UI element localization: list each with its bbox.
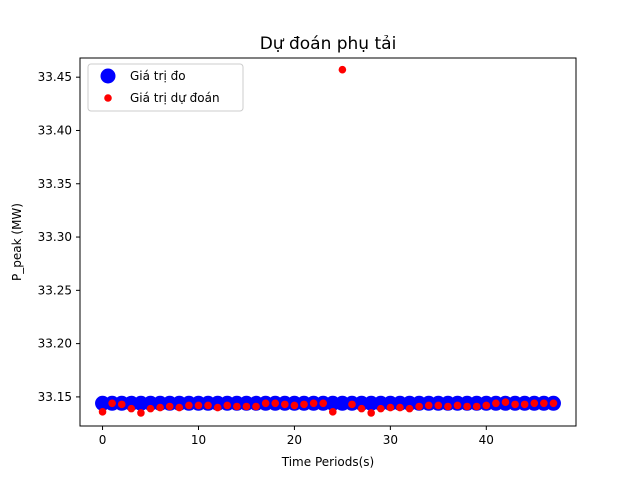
- legend-box: [87, 63, 244, 112]
- x-axis-label: Time Periods(s): [281, 455, 374, 469]
- series-predicted: [98, 65, 558, 417]
- predicted-point: [415, 402, 423, 411]
- plot-frame: [79, 57, 577, 427]
- predicted-point: [281, 400, 289, 409]
- predicted-point: [367, 409, 375, 417]
- predicted-point: [492, 399, 500, 408]
- y-tick-label: 33.15: [38, 390, 72, 404]
- y-tick-label: 33.25: [38, 283, 72, 297]
- x-axis: 0 10 20 30 40: [99, 426, 494, 447]
- predicted-point: [386, 403, 395, 412]
- predicted-point: [472, 402, 481, 411]
- predicted-point: [261, 399, 270, 408]
- y-tick-label: 33.45: [38, 70, 72, 84]
- legend-marker-predicted: [104, 94, 112, 102]
- x-tick-label: 30: [383, 433, 398, 447]
- predicted-point: [213, 403, 222, 412]
- predicted-point: [338, 65, 347, 74]
- predicted-point: [501, 398, 510, 407]
- y-axis: 33.15 33.20 33.25 33.30 33.35 33.40 33.45: [38, 70, 80, 404]
- y-tick-label: 33.40: [38, 123, 72, 137]
- predicted-point: [146, 404, 155, 413]
- legend-marker-measured: [100, 68, 116, 84]
- predicted-point: [405, 404, 414, 413]
- predicted-point: [396, 403, 404, 412]
- predicted-point: [108, 399, 116, 408]
- predicted-point: [252, 402, 260, 411]
- predicted-point: [511, 400, 519, 409]
- predicted-point: [530, 399, 539, 408]
- predicted-point: [300, 400, 308, 409]
- chart-title: Dự đoán phụ tải: [260, 34, 397, 54]
- predicted-point: [309, 399, 318, 408]
- y-tick-label: 33.30: [38, 230, 72, 244]
- legend: Giá trị đo Giá trị dự đoán: [87, 63, 244, 112]
- predicted-point: [540, 399, 548, 408]
- legend-label-predicted: Giá trị dự đoán: [130, 91, 220, 105]
- predicted-point: [463, 402, 471, 411]
- predicted-point: [98, 408, 107, 416]
- predicted-point: [290, 401, 299, 410]
- predicted-point: [424, 401, 433, 410]
- predicted-point: [328, 408, 337, 416]
- x-tick-label: 0: [99, 433, 107, 447]
- predicted-point: [348, 400, 356, 409]
- predicted-point: [165, 402, 174, 411]
- x-tick-label: 40: [479, 433, 494, 447]
- predicted-point: [319, 399, 328, 408]
- predicted-point: [156, 403, 164, 412]
- predicted-point: [117, 400, 126, 409]
- legend-label-measured: Giá trị đo: [130, 69, 186, 83]
- predicted-point: [376, 404, 385, 413]
- y-axis-label: P_peak (MW): [10, 203, 24, 281]
- predicted-point: [520, 400, 529, 409]
- y-tick-label: 33.35: [38, 177, 72, 191]
- predicted-point: [194, 401, 203, 410]
- predicted-point: [444, 402, 452, 411]
- x-tick-label: 20: [287, 433, 302, 447]
- y-tick-label: 33.20: [38, 337, 72, 351]
- predicted-point: [223, 401, 232, 410]
- predicted-point: [453, 401, 462, 410]
- predicted-point: [357, 404, 366, 413]
- predicted-point: [185, 401, 193, 410]
- predicted-point: [482, 401, 491, 410]
- predicted-point: [175, 403, 184, 412]
- x-tick-label: 10: [191, 433, 206, 447]
- predicted-point: [271, 399, 280, 408]
- predicted-point: [204, 401, 212, 410]
- predicted-point: [434, 401, 443, 410]
- series-measured: [95, 395, 561, 411]
- predicted-point: [137, 409, 145, 417]
- predicted-point: [127, 404, 136, 413]
- predicted-point: [549, 399, 558, 408]
- predicted-point: [233, 402, 241, 411]
- predicted-point: [242, 402, 251, 411]
